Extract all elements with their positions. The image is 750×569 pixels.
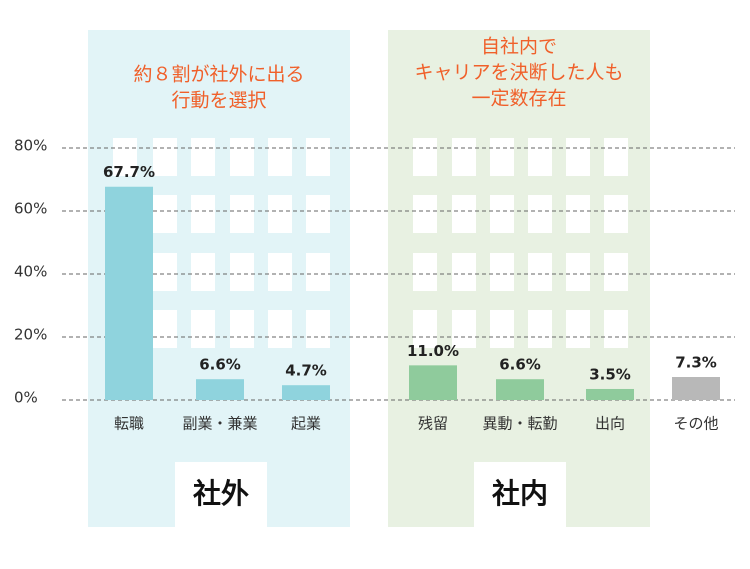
x-tick-label: その他 [673,415,718,433]
panel-label: 社外 [193,477,249,510]
window [268,310,292,348]
window [528,310,552,348]
window [268,138,292,176]
x-tick-label: 転職 [114,415,144,433]
panel-heading: 約８割が社外に出る [133,64,304,86]
window [452,195,476,233]
window [191,310,215,348]
panel-heading: 行動を選択 [171,90,266,112]
window [153,253,177,291]
value-label: 3.5% [589,365,631,383]
y-tick-label: 40% [14,263,47,281]
window [528,138,552,176]
window [490,310,514,348]
window [230,253,254,291]
value-label: 4.7% [285,362,327,380]
panel-heading: 自社内で [481,36,557,58]
window [490,195,514,233]
window [452,138,476,176]
window [191,138,215,176]
x-tick-label: 残留 [418,415,448,433]
window [413,195,437,233]
value-label: 7.3% [675,354,717,372]
y-tick-label: 60% [14,200,47,218]
label-box [474,462,566,527]
bar [105,186,153,400]
x-tick-label: 出向 [595,415,625,433]
window [153,195,177,233]
bar [196,379,244,400]
window [413,138,437,176]
window [566,310,590,348]
window [306,253,330,291]
window [113,138,137,176]
x-tick-label: 異動・転勤 [482,415,557,433]
window [604,253,628,291]
window [306,195,330,233]
window [566,138,590,176]
panel-heading: 一定数存在 [471,88,566,110]
window [528,253,552,291]
window [604,195,628,233]
panel-heading: キャリアを決断した人も [414,62,623,84]
bar [282,385,330,400]
window [306,138,330,176]
window [230,138,254,176]
window [490,138,514,176]
y-tick-label: 0% [14,389,38,407]
window [566,195,590,233]
bar [672,377,720,400]
window [230,310,254,348]
window [452,253,476,291]
window [268,253,292,291]
value-label: 6.6% [199,356,241,374]
bar [496,379,544,400]
y-tick-label: 80% [14,137,47,155]
window [413,253,437,291]
window [413,310,437,348]
panel-label: 社内 [492,477,548,510]
window [153,138,177,176]
x-tick-label: 起業 [291,415,321,433]
label-box [175,462,267,527]
window [528,195,552,233]
y-tick-label: 20% [14,326,47,344]
window [566,253,590,291]
window [153,310,177,348]
window [452,310,476,348]
bar [586,388,634,400]
window [490,253,514,291]
window [306,310,330,348]
window [191,195,215,233]
value-label: 11.0% [407,342,459,360]
value-label: 6.6% [499,356,541,374]
window [191,253,215,291]
window [604,138,628,176]
bar [409,365,457,400]
window [268,195,292,233]
x-tick-label: 副業・兼業 [182,415,257,433]
window [230,195,254,233]
window [604,310,628,348]
value-label: 67.7% [103,163,155,181]
